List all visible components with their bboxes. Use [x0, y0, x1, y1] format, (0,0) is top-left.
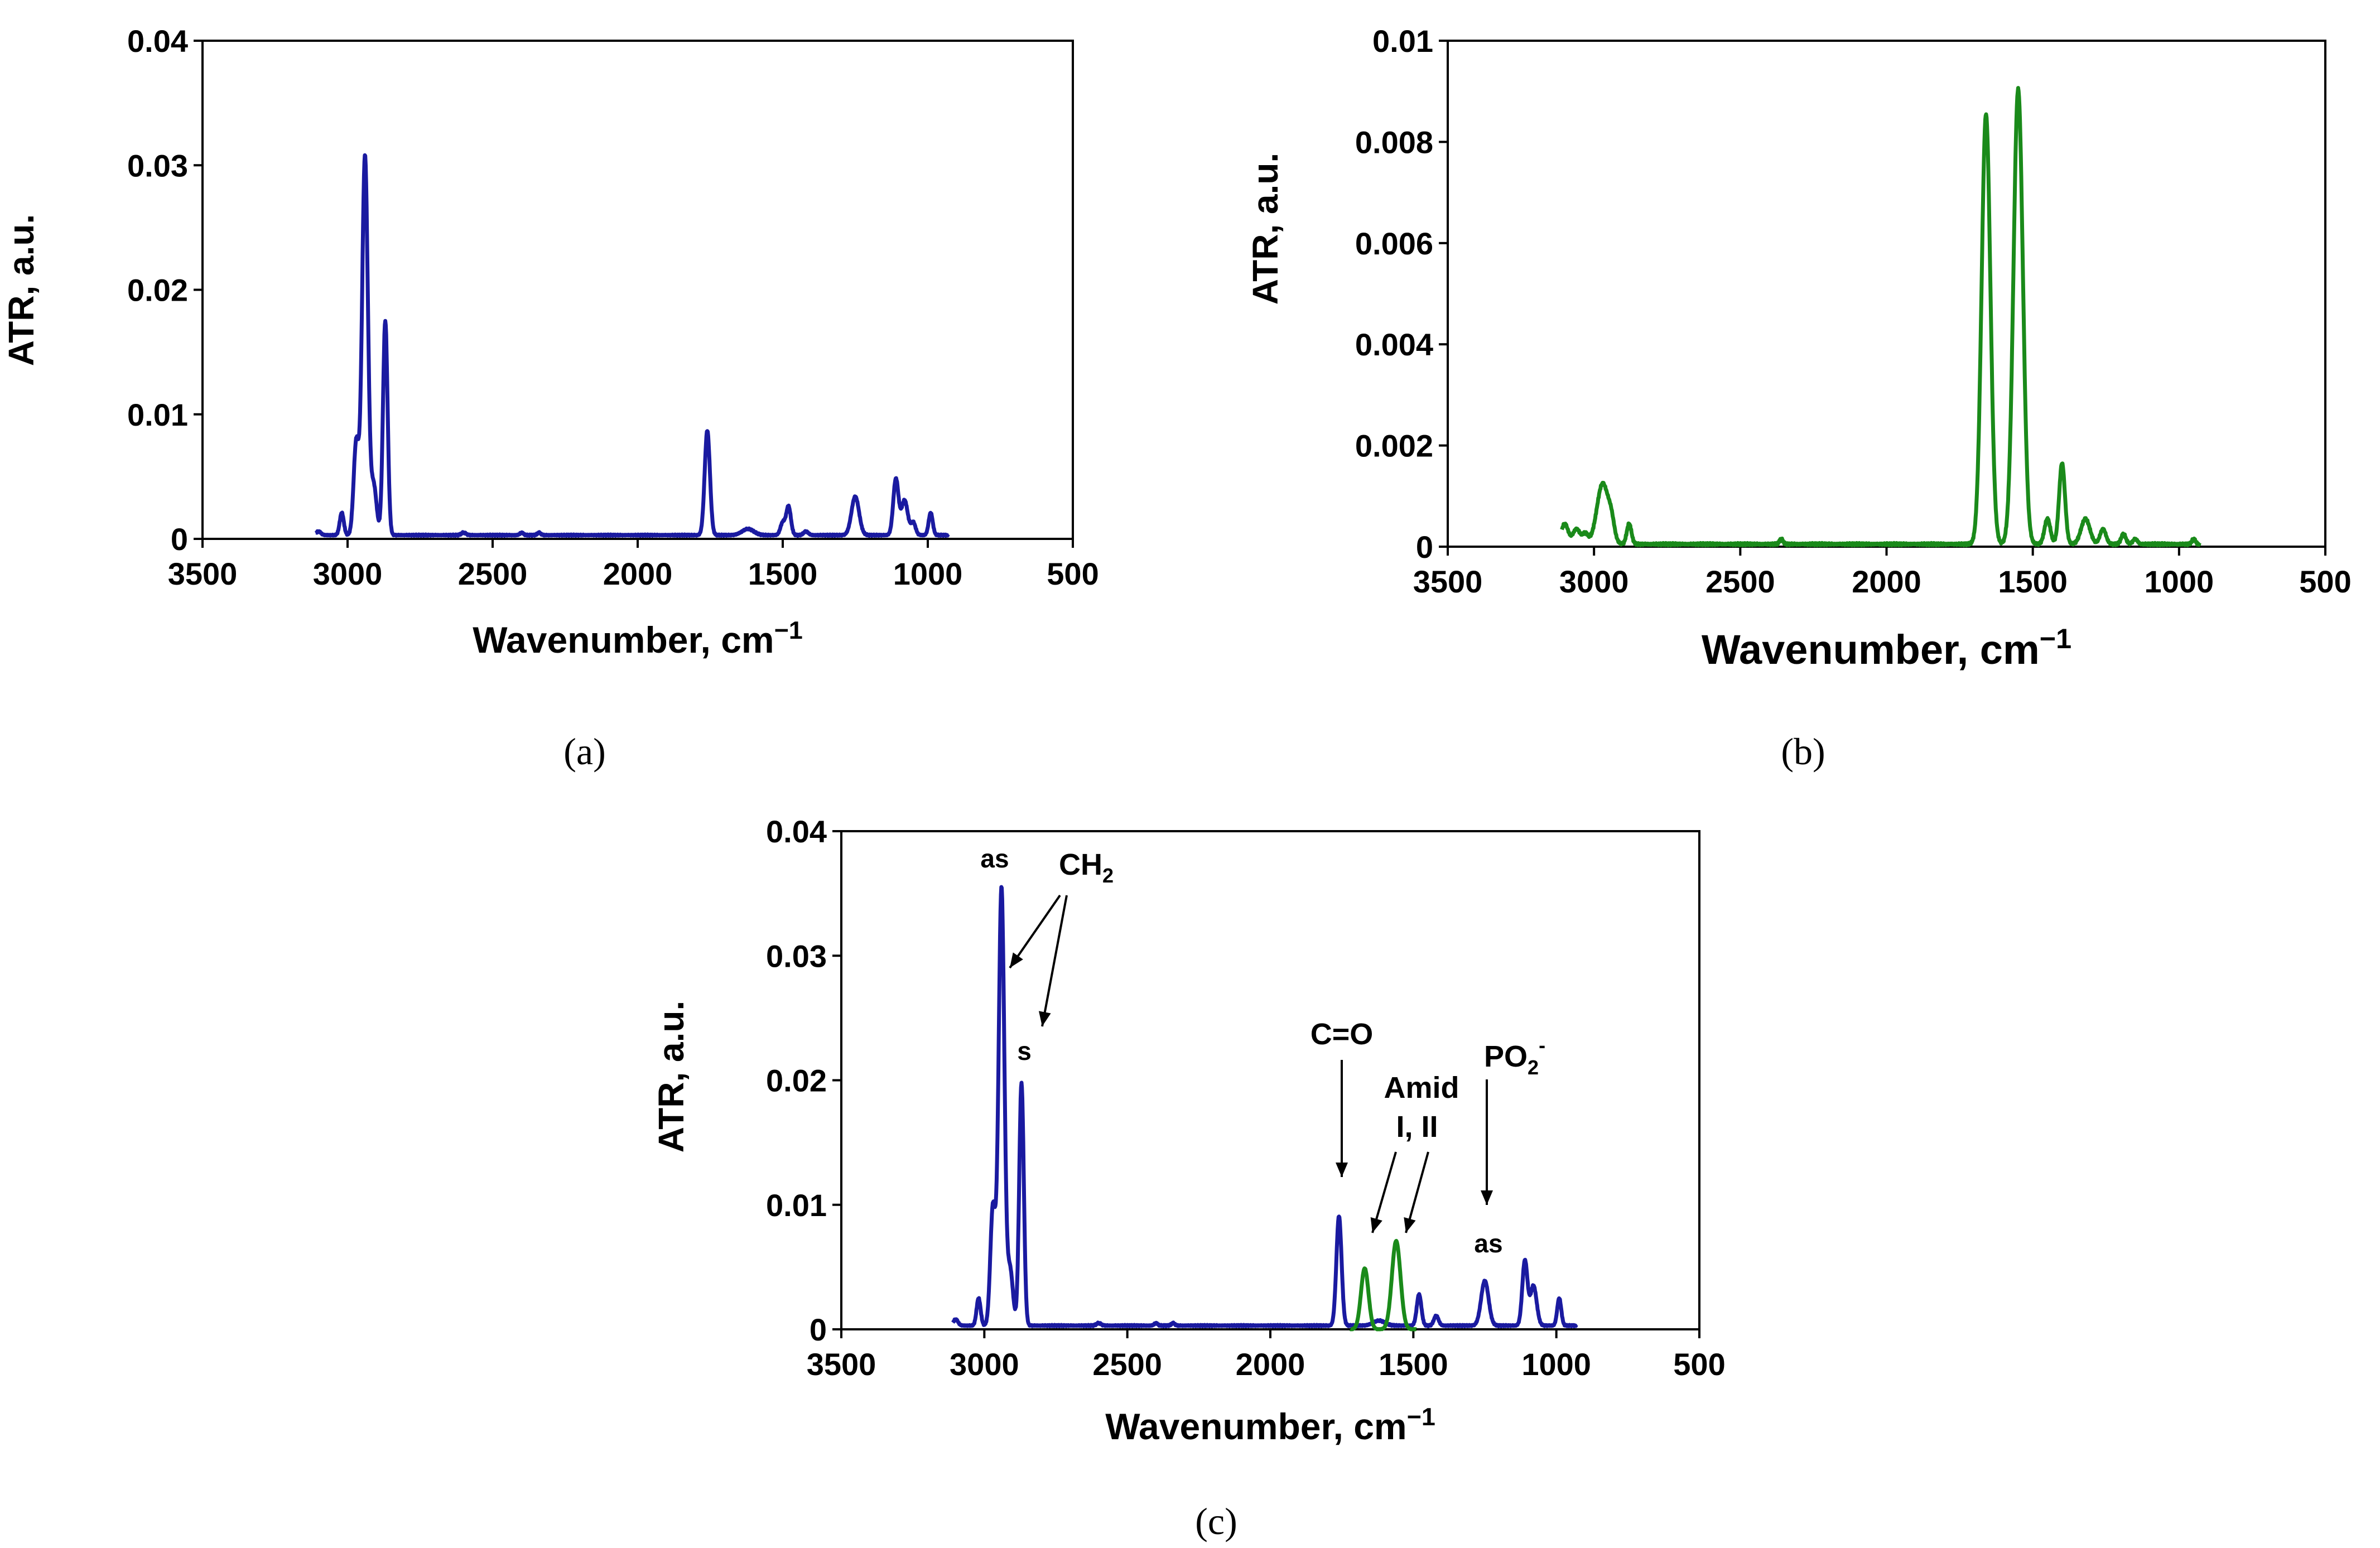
- annotation-c-o: C=O: [1311, 1017, 1374, 1051]
- x-tick-label-b-5: 1000: [2145, 564, 2214, 599]
- x-tick-label-a-6: 500: [1047, 556, 1099, 591]
- annotation-ch2: CH2: [1059, 848, 1114, 887]
- arrow-ch2-s-head: [1038, 1011, 1051, 1026]
- series-line-b-0: [1560, 86, 2201, 548]
- chart-c: (c) 0 0.01 0.02 0.03 0.04 3500 3000 2500 2000 150…: [651, 814, 1726, 1542]
- annotation-as-ch2: as: [980, 844, 1009, 873]
- annotation-amid: Amid: [1384, 1071, 1459, 1105]
- y-tick-label-b-4: 0.008: [1355, 124, 1433, 160]
- y-tick-label-b-0: 0: [1416, 529, 1433, 565]
- y-tick-label-a-2: 0.02: [127, 273, 188, 308]
- series-line-c-0: [951, 885, 1578, 1329]
- arrow-amid-i-head: [1370, 1217, 1382, 1233]
- panel-label-a: (a): [563, 730, 605, 773]
- plot-frame-a: [201, 40, 1074, 540]
- x-tick-label-a-4: 1500: [748, 556, 818, 591]
- plot-frame-c: [840, 830, 1700, 1330]
- arrow-c-o-head: [1336, 1163, 1348, 1177]
- x-tick-label-b-0: 3500: [1413, 564, 1483, 599]
- y-tick-label-b-5: 0.01: [1372, 23, 1433, 59]
- x-tick-label-c-3: 2000: [1236, 1347, 1305, 1382]
- y-tick-label-c-1: 0.01: [766, 1188, 827, 1223]
- annotation-amid-i-ii: I, II: [1396, 1110, 1438, 1144]
- x-tick-label-c-2: 2500: [1092, 1347, 1162, 1382]
- x-tick-label-c-1: 3000: [950, 1347, 1019, 1382]
- annotation-as-po2: as: [1474, 1229, 1502, 1258]
- chart-b: (b) 0 0.002 0.004 0.006 0.008 0.01 3500 3000 250…: [1245, 23, 2352, 773]
- x-tick-label-a-3: 2000: [603, 556, 673, 591]
- x-axis-label-a: Wavenumber, cm−1: [473, 616, 803, 660]
- annotation-s-ch2: s: [1017, 1036, 1032, 1065]
- y-tick-label-a-0: 0: [171, 522, 188, 557]
- y-tick-label-a-1: 0.01: [127, 397, 188, 432]
- arrow-ch2-as-head: [1010, 952, 1023, 968]
- y-tick-label-a-4: 0.04: [127, 23, 188, 59]
- x-tick-label-b-6: 500: [2299, 564, 2351, 599]
- x-tick-label-b-2: 2500: [1705, 564, 1775, 599]
- x-tick-label-c-6: 500: [1673, 1347, 1725, 1382]
- y-tick-label-c-4: 0.04: [766, 814, 827, 849]
- y-tick-label-b-2: 0.004: [1355, 327, 1433, 362]
- arrow-ch2-s: [1041, 895, 1068, 1027]
- arrow-po2-head: [1481, 1190, 1493, 1205]
- panel-label-c: (c): [1195, 1500, 1237, 1542]
- y-axis-label-c: ATR, a.u.: [651, 1001, 691, 1153]
- x-tick-label-b-4: 1500: [1998, 564, 2068, 599]
- y-axis-label-a: ATR, a.u.: [1, 214, 41, 366]
- x-tick-label-c-5: 1000: [1521, 1347, 1591, 1382]
- y-tick-label-a-3: 0.03: [127, 148, 188, 183]
- x-tick-label-b-1: 3000: [1559, 564, 1629, 599]
- x-axis-label-b: Wavenumber, cm−1: [1702, 623, 2071, 673]
- y-tick-label-c-0: 0: [810, 1312, 827, 1347]
- arrow-amid-ii-head: [1404, 1217, 1416, 1233]
- y-tick-label-c-3: 0.03: [766, 938, 827, 973]
- panel-label-b: (b): [1781, 730, 1825, 773]
- x-axis-label-c: Wavenumber, cm−1: [1105, 1402, 1435, 1447]
- arrow-ch2-as: [1009, 894, 1061, 969]
- x-tick-label-a-1: 3000: [313, 556, 383, 591]
- y-tick-label-b-3: 0.006: [1355, 226, 1433, 261]
- x-tick-label-c-0: 3500: [807, 1347, 876, 1382]
- plot-frame-b: [1447, 40, 2326, 548]
- y-tick-label-c-2: 0.02: [766, 1063, 827, 1098]
- chart-a: (a) 0 0.01 0.02 0.03 0.04 3500 3000 2500 2000 150…: [1, 23, 1099, 773]
- x-tick-label-a-0: 3500: [168, 556, 238, 591]
- x-tick-label-c-4: 1500: [1379, 1347, 1448, 1382]
- y-tick-label-b-1: 0.002: [1355, 428, 1433, 464]
- series-line-c-1: [1348, 1238, 1418, 1332]
- series-line-a-0: [314, 153, 950, 538]
- x-tick-label-b-3: 2000: [1852, 564, 1921, 599]
- x-tick-label-a-2: 2500: [458, 556, 528, 591]
- annotation-po2: PO2-: [1484, 1034, 1545, 1079]
- x-tick-label-a-5: 1000: [893, 556, 963, 591]
- y-axis-label-b: ATR, a.u.: [1245, 153, 1285, 305]
